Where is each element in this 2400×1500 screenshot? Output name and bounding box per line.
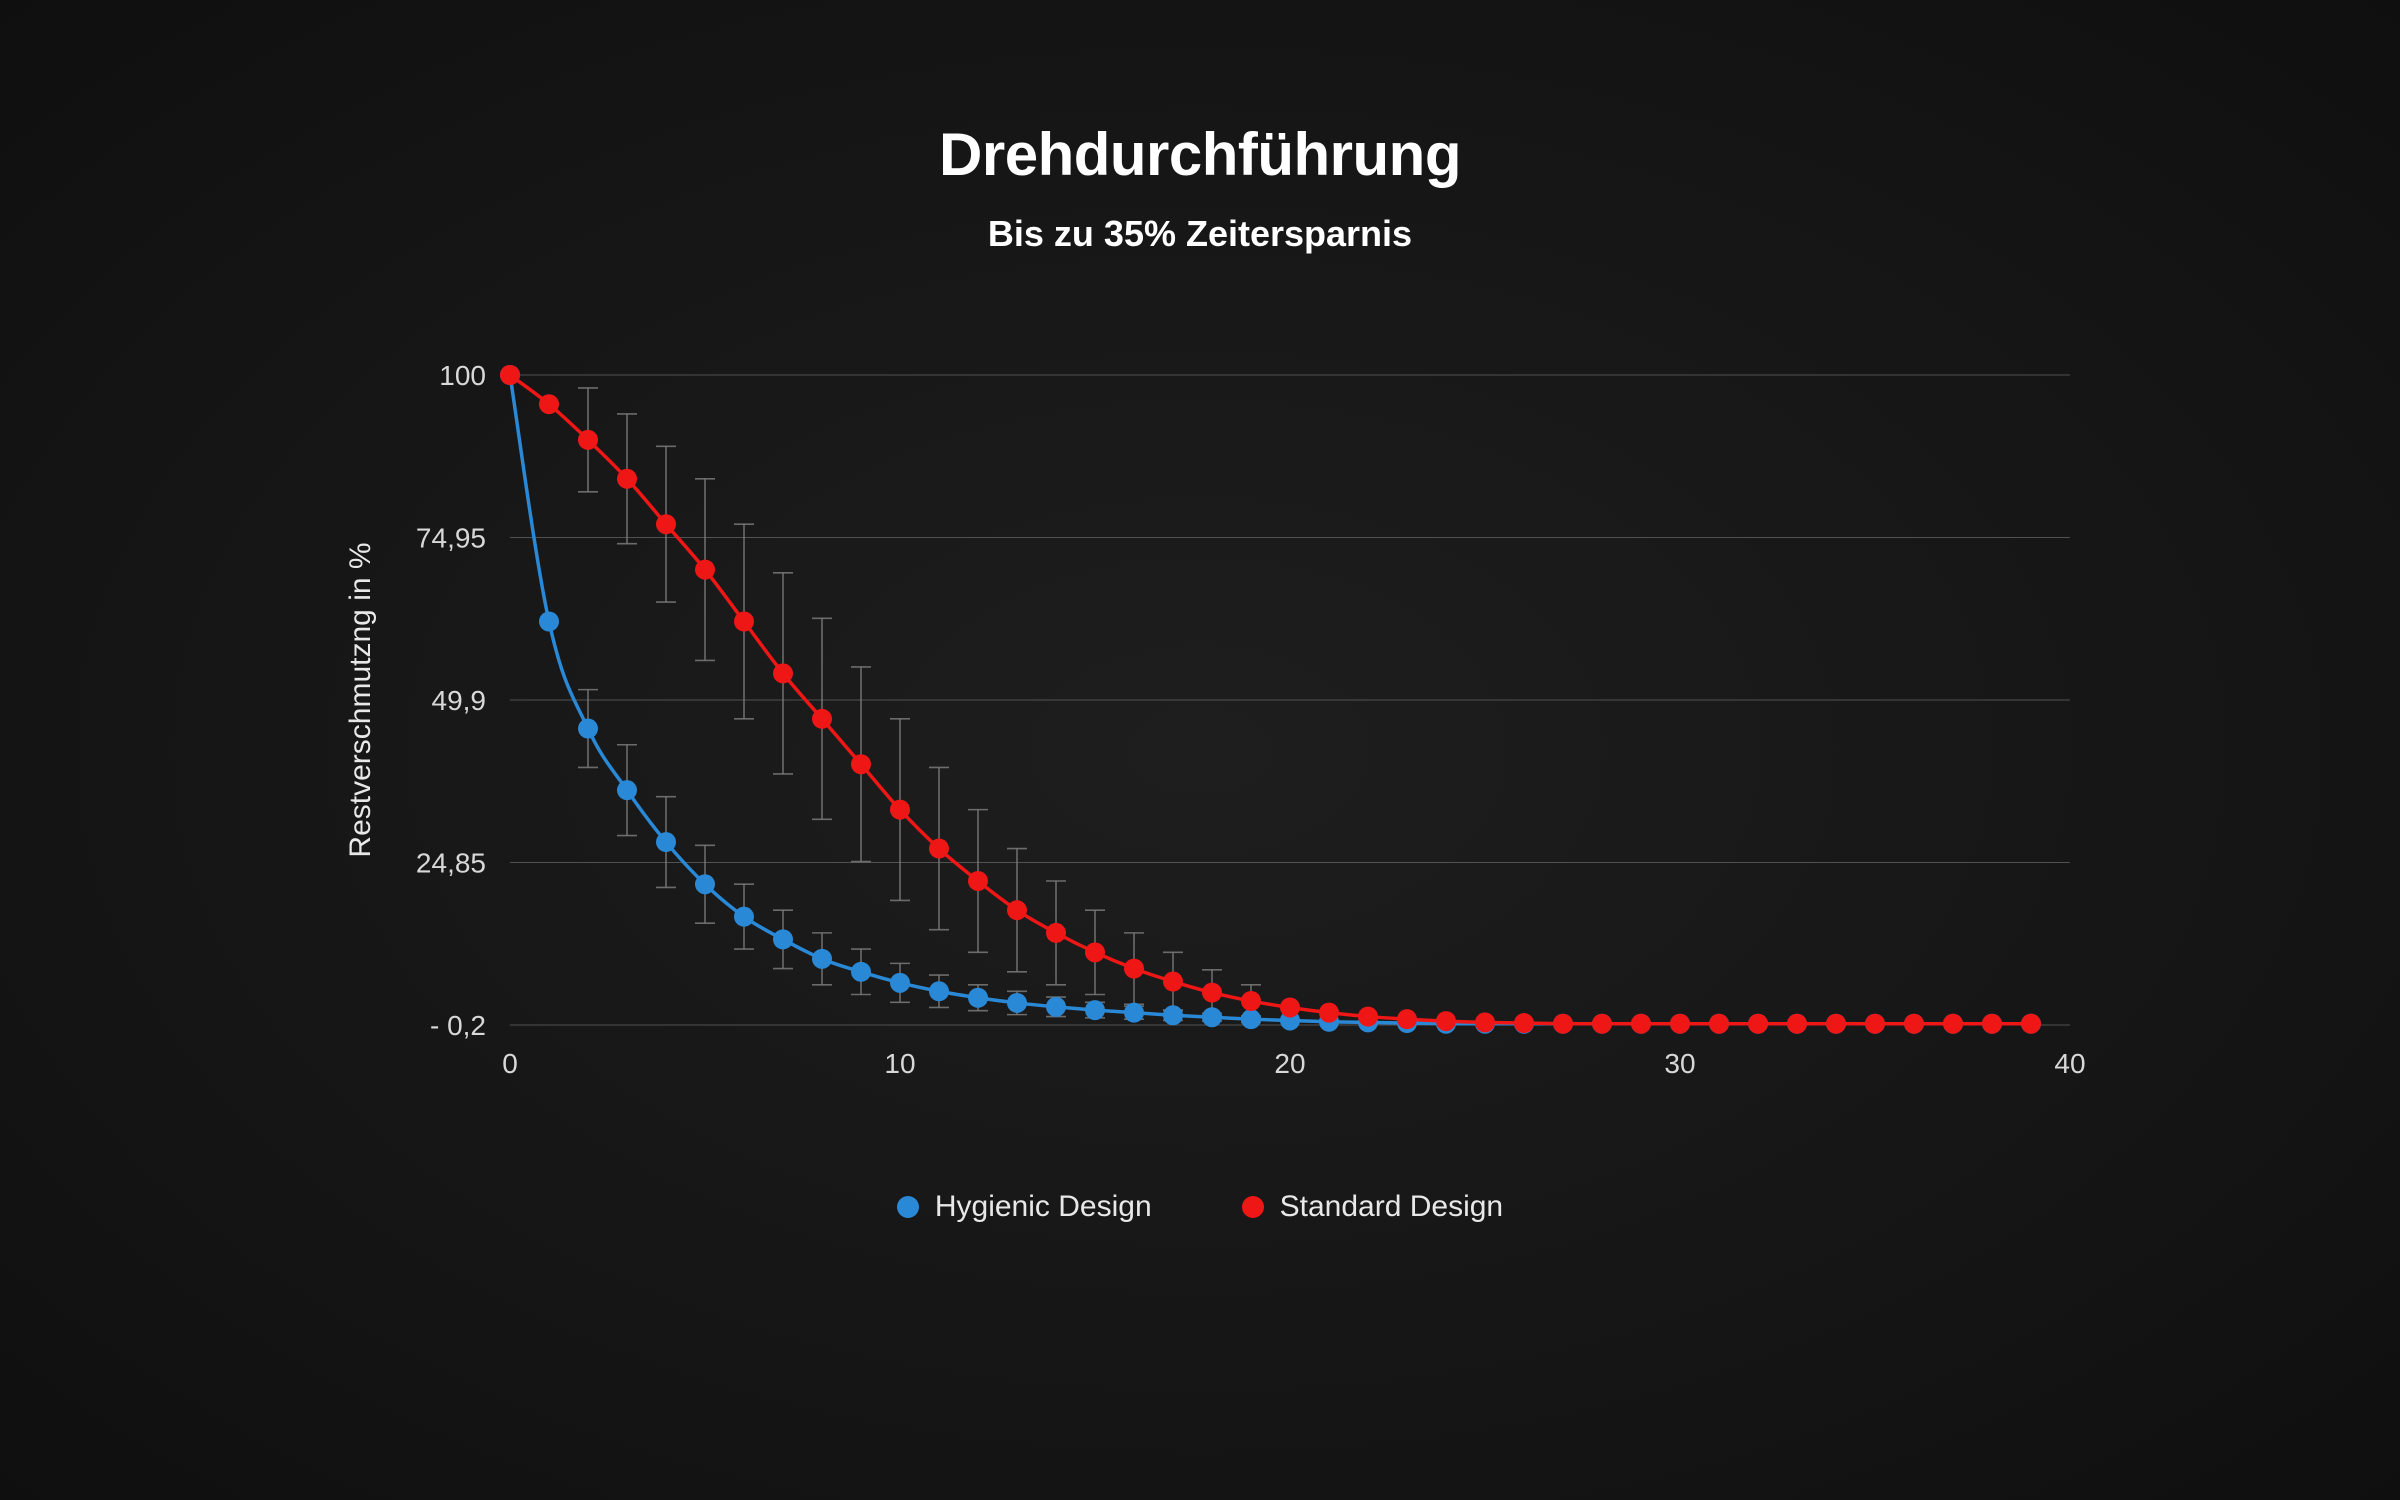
svg-text:100: 100	[439, 360, 486, 391]
svg-text:0: 0	[502, 1048, 518, 1079]
legend-dot-standard	[1242, 1196, 1264, 1218]
svg-text:40: 40	[2054, 1048, 2085, 1079]
chart-container: Drehdurchführung Bis zu 35% Zeitersparni…	[0, 0, 2400, 1500]
chart-plot-wrap: - 0,2 24,85 49,9 74,95 100 0 10 20 30 40 Restversc…	[290, 345, 2110, 1110]
svg-text:24,85: 24,85	[416, 848, 486, 879]
legend-label-hygienic: Hygienic Design	[935, 1190, 1152, 1224]
svg-text:Restverschmutzng in %: Restverschmutzng in %	[344, 542, 377, 857]
legend-item-standard: Standard Design	[1242, 1190, 1503, 1224]
legend-item-hygienic: Hygienic Design	[897, 1190, 1152, 1224]
svg-text:- 0,2: - 0,2	[430, 1010, 486, 1041]
chart-legend: Hygienic Design Standard Design	[897, 1190, 1503, 1224]
svg-text:30: 30	[1664, 1048, 1695, 1079]
legend-label-standard: Standard Design	[1280, 1190, 1503, 1224]
legend-dot-hygienic	[897, 1196, 919, 1218]
chart-title: Drehdurchführung	[939, 120, 1461, 189]
svg-text:20: 20	[1274, 1048, 1305, 1079]
svg-text:10: 10	[884, 1048, 915, 1079]
svg-text:49,9: 49,9	[432, 685, 487, 716]
svg-text:74,95: 74,95	[416, 523, 486, 554]
chart-subtitle: Bis zu 35% Zeitersparnis	[988, 213, 1412, 255]
chart-svg: - 0,2 24,85 49,9 74,95 100 0 10 20 30 40 Restversc…	[290, 345, 2110, 1105]
